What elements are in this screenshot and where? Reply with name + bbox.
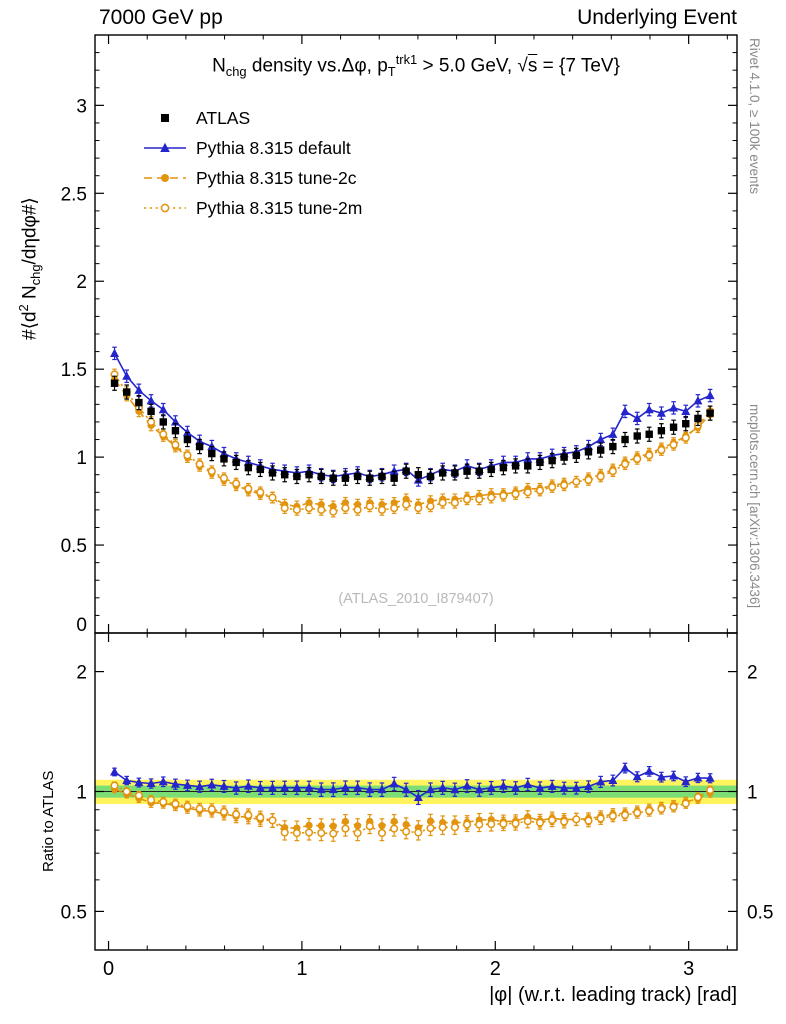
legend-item-atlas: ATLAS	[142, 103, 362, 133]
mcplots-reference-label: mcplots.cern.ch [arXiv:1306.3436]	[747, 404, 762, 609]
svg-text:1: 1	[76, 448, 87, 469]
legend-marker-circle-icon	[144, 174, 186, 182]
svg-text:0.5: 0.5	[61, 902, 87, 923]
svg-text:3: 3	[76, 96, 87, 117]
svg-text:2: 2	[747, 663, 758, 684]
svg-text:0.5: 0.5	[61, 536, 87, 557]
svg-text:1: 1	[296, 958, 307, 980]
svg-text:0.5: 0.5	[747, 902, 773, 923]
plot-title: Nchg density vs.Δφ, pTtrk1 > 5.0 GeV, √s…	[212, 52, 620, 80]
legend-label: ATLAS	[196, 107, 251, 128]
legend-item-pythia-tune-2m: Pythia 8.315 tune-2m	[142, 193, 362, 223]
legend-marker-square-icon	[161, 114, 169, 122]
legend-item-pythia-tune-2c: Pythia 8.315 tune-2c	[142, 163, 362, 193]
plot-title-text: N	[212, 55, 226, 77]
svg-text:1: 1	[76, 783, 87, 804]
svg-text:0: 0	[103, 958, 114, 980]
svg-text:1.5: 1.5	[61, 360, 87, 381]
svg-text:2.5: 2.5	[61, 184, 87, 205]
legend-item-pythia-default: Pythia 8.315 default	[142, 133, 362, 163]
header-beam-label: 7000 GeV pp	[99, 6, 223, 29]
legend-label: Pythia 8.315 tune-2m	[196, 197, 363, 218]
legend-label: Pythia 8.315 tune-2c	[196, 167, 357, 188]
rivet-version-label: Rivet 4.1.0, ≥ 100k events	[747, 38, 762, 194]
xaxis-title: |φ| (w.r.t. leading track) [rad]	[489, 984, 737, 1006]
svg-text:1: 1	[747, 783, 758, 804]
legend: ATLAS Pythia 8.315 default Pythia 8.315 …	[142, 103, 362, 223]
header-topic-label: Underlying Event	[577, 6, 737, 29]
svg-text:2: 2	[76, 663, 87, 684]
watermark: (ATLAS_2010_I879407)	[338, 591, 494, 607]
svg-text:2: 2	[76, 272, 87, 293]
ratio-ylabel: Ratio to ATLAS	[40, 770, 57, 872]
legend-marker-open-circle-icon	[144, 203, 186, 213]
legend-label: Pythia 8.315 default	[196, 137, 351, 158]
legend-marker-triangle-icon	[144, 142, 186, 152]
svg-text:0: 0	[76, 615, 87, 636]
svg-text:3: 3	[683, 958, 694, 980]
svg-text:2: 2	[490, 958, 501, 980]
main-ylabel: #⟨d2 Nchg/dηdφ#⟩	[16, 197, 44, 340]
